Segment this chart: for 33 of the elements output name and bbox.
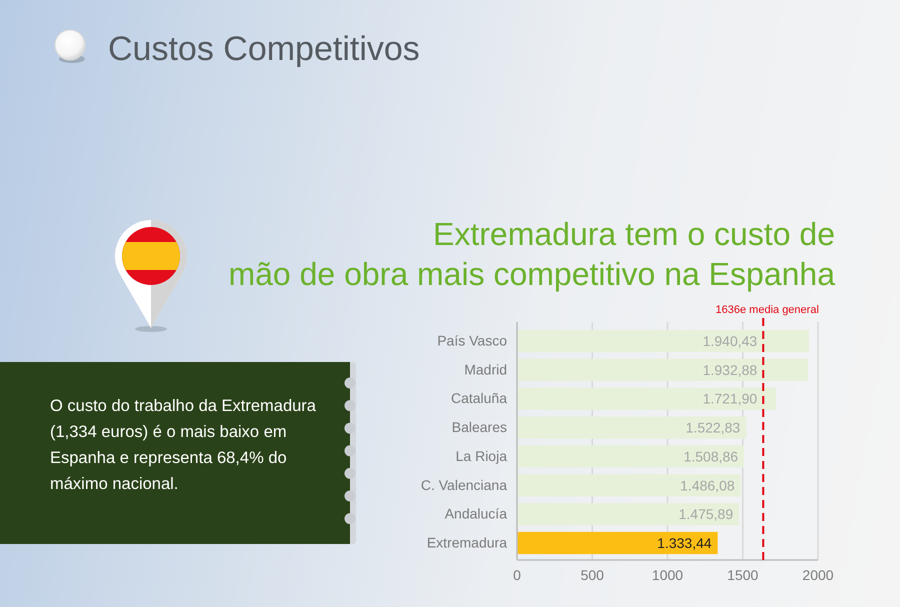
y-tick-label: La Rioja: [456, 448, 508, 464]
x-tick-label: 1000: [652, 566, 684, 583]
bar: [517, 330, 810, 352]
bar: [517, 474, 741, 496]
data-label: 1.932,88: [702, 362, 758, 378]
bar: [517, 388, 776, 410]
y-tick-label: C. Valenciana: [420, 476, 508, 493]
x-tick-label: 0: [513, 566, 522, 583]
x-tick-label: 2000: [802, 566, 834, 583]
y-tick-label: Andalucía: [444, 506, 508, 522]
text: O custo do trabalho da Extremadura (1,334 euros) é o mais baixo em Espanha e representa 68,4% do máximo nacional.: [50, 397, 317, 493]
y-tick-label: Baleares: [452, 419, 507, 436]
bar: [517, 416, 746, 439]
bar: [517, 445, 744, 468]
y-tick-label: Extremadura: [426, 534, 508, 550]
data-label: 1.522,83: [686, 420, 740, 436]
chart-subtitle: Extremadura tem o custo de mão de obra mais competitivo na Espanha: [228, 216, 836, 292]
y-tick-label: Cataluña: [450, 390, 508, 406]
x-tick-label: 500: [580, 566, 604, 583]
y-tick-label: Madrid: [464, 361, 507, 378]
data-label: 1.475,89: [678, 506, 734, 522]
data-label: 1.486,08: [680, 477, 735, 494]
ref-line-label: 1636e media general: [716, 304, 819, 316]
chart-title: Custos Competitivos: [108, 30, 420, 68]
data-label: 1.333,44: [657, 535, 712, 552]
data-label: 1.721,90: [702, 390, 758, 407]
data-label: 1.940,43: [702, 332, 758, 349]
data-label: 1.508,86: [684, 448, 738, 464]
bar: [517, 358, 808, 381]
y-tick-label: País Vasco: [437, 332, 508, 348]
bar: [517, 532, 718, 554]
bar: [517, 503, 740, 526]
x-tick-label: 1500: [727, 566, 759, 583]
